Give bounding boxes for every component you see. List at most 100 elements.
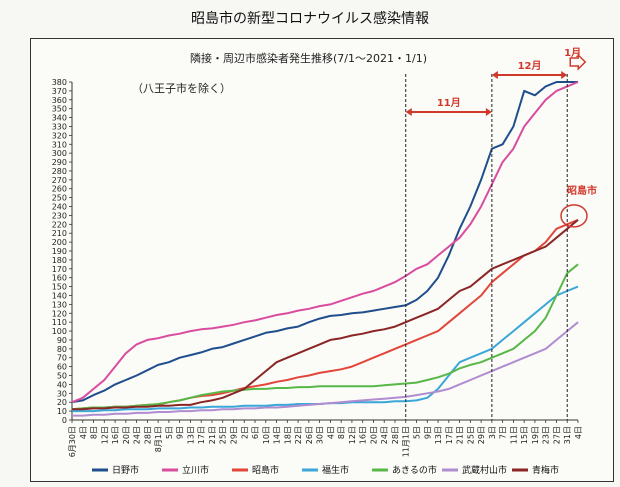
y-tick-label: 360 bbox=[52, 96, 67, 105]
y-tick-label: 320 bbox=[52, 131, 67, 140]
y-tick-label: 10 bbox=[57, 407, 67, 416]
y-tick-label: 250 bbox=[52, 194, 67, 203]
x-tick-label: 4日 bbox=[326, 426, 335, 439]
chart-title: 隣接・周辺市感染者発生推移(7/1～2021・1/1) bbox=[190, 51, 427, 65]
series-line bbox=[72, 321, 579, 417]
x-tick-label: 28日 bbox=[391, 426, 400, 444]
month-label: 1月 bbox=[564, 47, 581, 59]
axes: 0102030405060708090100110120130140150160… bbox=[52, 78, 583, 457]
arrow-head-right bbox=[485, 108, 492, 116]
page-title: 昭島市の新型コロナウイルス感染情報 bbox=[191, 11, 429, 27]
y-tick-label: 130 bbox=[52, 300, 67, 309]
x-tick-label: 4日 bbox=[79, 426, 88, 439]
y-tick-label: 380 bbox=[52, 78, 67, 87]
y-tick-label: 140 bbox=[52, 291, 67, 300]
x-tick-label: 2日 bbox=[240, 426, 249, 439]
x-tick-label: 13日 bbox=[434, 426, 443, 444]
y-tick-label: 100 bbox=[52, 327, 67, 336]
legend-label: 日野市 bbox=[112, 464, 139, 476]
x-tick-label: 24日 bbox=[380, 426, 389, 444]
y-tick-label: 270 bbox=[52, 176, 67, 185]
legend-label: 立川市 bbox=[182, 464, 209, 476]
y-tick-label: 230 bbox=[52, 211, 67, 220]
month-arrow-right bbox=[569, 53, 587, 71]
x-tick-label: 15日 bbox=[520, 426, 529, 444]
x-tick-label: 29日 bbox=[477, 426, 486, 444]
x-tick-label: 26日 bbox=[305, 426, 314, 444]
highlight-label: 昭島市 bbox=[567, 184, 597, 197]
y-tick-label: 40 bbox=[57, 380, 67, 389]
x-tick-label: 18日 bbox=[283, 426, 292, 444]
x-tick-label: 10日 bbox=[262, 426, 271, 444]
arrow-head-right bbox=[561, 71, 568, 79]
x-tick-label: 7日 bbox=[499, 426, 508, 439]
x-tick-label: 29日 bbox=[229, 426, 238, 444]
x-tick-label: 4日 bbox=[574, 426, 583, 439]
y-tick-label: 240 bbox=[52, 203, 67, 212]
y-tick-label: 340 bbox=[52, 114, 67, 123]
y-tick-label: 80 bbox=[57, 345, 67, 354]
y-tick-label: 370 bbox=[52, 87, 67, 96]
y-tick-label: 220 bbox=[52, 220, 67, 229]
x-tick-label: 5日 bbox=[413, 426, 422, 439]
x-tick-label: 21日 bbox=[208, 426, 217, 444]
x-tick-label: 16日 bbox=[359, 426, 368, 444]
y-tick-label: 20 bbox=[57, 398, 67, 407]
x-tick-label: 17日 bbox=[197, 426, 206, 444]
legend-label: 武蔵村山市 bbox=[462, 464, 507, 476]
y-tick-label: 0 bbox=[62, 416, 67, 425]
y-tick-label: 60 bbox=[57, 363, 67, 372]
x-tick-label: 30日 bbox=[316, 426, 325, 444]
y-tick-label: 350 bbox=[52, 105, 67, 114]
series-line bbox=[71, 218, 579, 411]
highlight-circle bbox=[560, 204, 588, 228]
x-tick-label: 28日 bbox=[143, 426, 152, 444]
x-tick-label: 25日 bbox=[466, 426, 475, 444]
arrow-head-left bbox=[491, 71, 498, 79]
x-tick-label: 22日 bbox=[294, 426, 303, 444]
x-tick-label: 19日 bbox=[531, 426, 540, 444]
y-tick-label: 210 bbox=[52, 229, 67, 238]
y-tick-label: 280 bbox=[52, 167, 67, 176]
y-tick-label: 30 bbox=[57, 389, 67, 398]
x-tick-label: 20日 bbox=[122, 426, 131, 444]
y-tick-label: 180 bbox=[52, 256, 67, 265]
y-tick-label: 260 bbox=[52, 185, 67, 194]
arrow-head-left bbox=[405, 108, 412, 116]
y-tick-label: 330 bbox=[52, 122, 67, 131]
x-tick-label: 6日 bbox=[251, 426, 260, 439]
x-tick-label: 16日 bbox=[111, 426, 120, 444]
y-tick-label: 50 bbox=[57, 372, 67, 381]
x-tick-label: 8月1日 bbox=[154, 426, 163, 452]
x-tick-label: 12日 bbox=[100, 426, 109, 444]
legend-label: 青梅市 bbox=[532, 464, 559, 476]
legend: 日野市 立川市 昭島市 福生市 あきるの市 武蔵村山市 青梅市 bbox=[92, 464, 559, 476]
y-tick-label: 150 bbox=[52, 283, 67, 292]
x-tick-label: 9日 bbox=[423, 426, 432, 439]
x-tick-label: 20日 bbox=[369, 426, 378, 444]
series-line bbox=[71, 81, 578, 404]
x-tick-label: 17日 bbox=[445, 426, 454, 444]
x-tick-label: 8日 bbox=[90, 426, 99, 439]
x-tick-label: 8日 bbox=[337, 426, 346, 439]
x-tick-label: 5日 bbox=[165, 426, 174, 439]
x-tick-label: 27日 bbox=[552, 426, 561, 444]
series-line bbox=[72, 219, 579, 411]
legend-label: 福生市 bbox=[322, 464, 349, 476]
y-tick-label: 70 bbox=[57, 354, 67, 363]
series-line bbox=[71, 263, 579, 411]
x-tick-label: 12日 bbox=[348, 426, 357, 444]
y-tick-label: 290 bbox=[52, 158, 67, 167]
x-tick-label: 23日 bbox=[542, 426, 551, 444]
y-tick-label: 310 bbox=[52, 140, 67, 149]
chart-subtitle: （八王子市を除く） bbox=[132, 81, 231, 95]
y-tick-label: 300 bbox=[52, 149, 67, 158]
y-tick-label: 160 bbox=[52, 274, 67, 283]
y-tick-label: 200 bbox=[52, 238, 67, 247]
legend-label: 昭島市 bbox=[252, 464, 279, 476]
series-line bbox=[71, 81, 579, 404]
y-tick-label: 190 bbox=[52, 247, 67, 256]
y-tick-label: 170 bbox=[52, 265, 67, 274]
